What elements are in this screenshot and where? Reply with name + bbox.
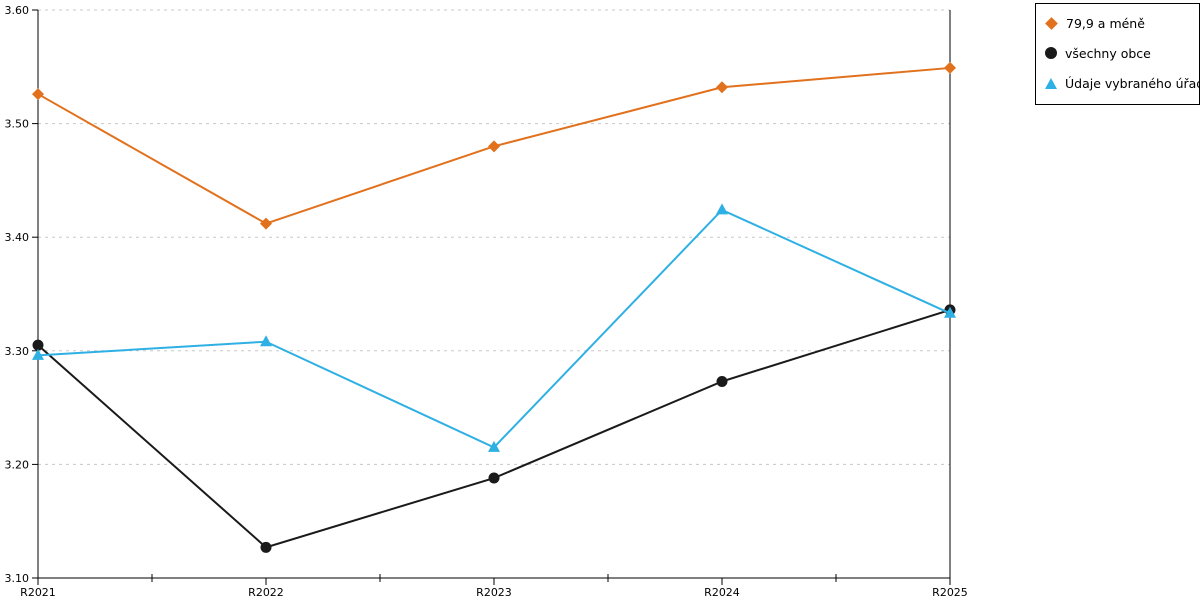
svg-text:R2023: R2023	[476, 586, 512, 599]
svg-text:R2021: R2021	[20, 586, 56, 599]
legend-label: Údaje vybraného úřadu	[1065, 75, 1200, 91]
svg-text:3.50: 3.50	[5, 118, 30, 131]
svg-text:R2024: R2024	[704, 586, 740, 599]
svg-text:R2025: R2025	[932, 586, 968, 599]
legend-item: 79,9 a méně	[1045, 12, 1191, 34]
svg-text:3.30: 3.30	[5, 345, 30, 358]
legend-item: všechny obce	[1045, 42, 1191, 64]
svg-text:3.40: 3.40	[5, 231, 30, 244]
legend: 79,9 a méně všechny obce Údaje vybraného…	[1035, 3, 1200, 105]
svg-text:3.10: 3.10	[5, 572, 30, 585]
svg-text:R2022: R2022	[248, 586, 284, 599]
svg-text:3.20: 3.20	[5, 458, 30, 471]
legend-label: všechny obce	[1065, 45, 1151, 61]
diamond-marker-icon	[1045, 16, 1058, 30]
triangle-marker-icon	[1045, 77, 1057, 89]
legend-label: 79,9 a méně	[1066, 15, 1145, 31]
svg-text:3.60: 3.60	[5, 4, 30, 17]
legend-item: Údaje vybraného úřadu	[1045, 72, 1200, 94]
circle-marker-icon	[1045, 47, 1057, 59]
